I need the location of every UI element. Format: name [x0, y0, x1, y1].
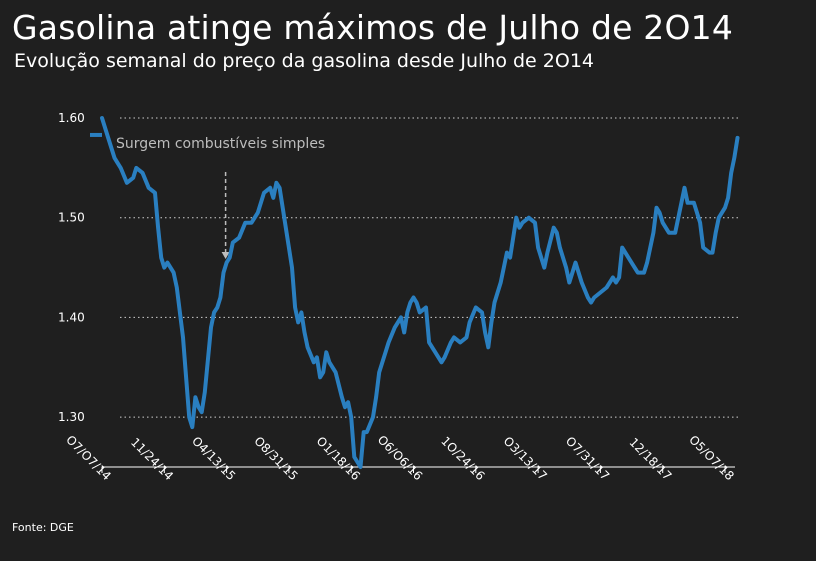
chart-subtitle: Evolução semanal do preço da gasolina de… — [14, 50, 595, 72]
x-tick-label: O7/O7/14 — [63, 433, 114, 484]
y-tick-label: 1.60 — [58, 111, 85, 125]
annotation: Surgem combustíveis simples — [116, 136, 325, 259]
x-tick-label: O3/13/17 — [501, 434, 550, 483]
annotation-arrowhead — [221, 252, 230, 259]
y-tick-label: 1.30 — [58, 410, 85, 424]
annotation-label: Surgem combustíveis simples — [116, 136, 325, 152]
x-tick-label: 11/24/14 — [128, 435, 176, 483]
series-line-gasoline-price — [100, 116, 740, 469]
y-tick-label: 1.40 — [58, 310, 85, 324]
x-tick-label: O8/31/15 — [251, 434, 300, 483]
x-tick-label: O5/O7/18 — [686, 433, 737, 484]
chart-title: Gasolina atinge máximos de Julho de 2O14 — [12, 8, 734, 47]
x-tick-label: O4/13/15 — [189, 434, 238, 483]
x-tick-label: 12/18/17 — [626, 435, 674, 483]
source-note: Fonte: DGE — [12, 521, 74, 534]
series-layer — [90, 116, 740, 469]
x-tick-label: 1O/24/16 — [438, 434, 487, 483]
y-axis-ticks: 1.30 1.40 1.50 1.60 — [58, 111, 85, 424]
y-tick-label: 1.50 — [58, 211, 85, 225]
x-axis: O7/O7/14 11/24/14 O4/13/15 O8/31/15 O1/18/16… — [63, 433, 737, 484]
x-tick-label: O7/31/17 — [563, 434, 612, 483]
x-tick-label: O6/O6/16 — [375, 433, 426, 484]
